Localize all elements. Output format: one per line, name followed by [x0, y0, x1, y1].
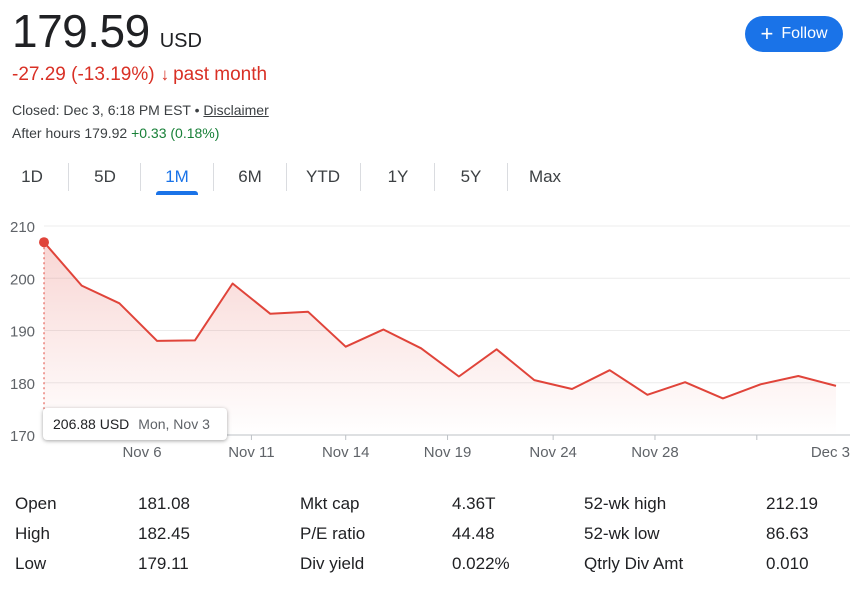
stat-label-pe-ratio: P/E ratio — [300, 524, 366, 543]
arrow-down-icon: ↓ — [160, 65, 170, 84]
y-tick-label: 190 — [10, 324, 35, 341]
plus-icon: + — [760, 21, 774, 46]
tab-divider — [68, 163, 69, 191]
stat-label-mkt-cap: Mkt cap — [300, 494, 360, 513]
price-change: -27.29 (-13.19%) ↓ past month — [12, 64, 267, 86]
tab-ytd[interactable]: YTD — [306, 167, 340, 186]
y-tick-label: 200 — [10, 271, 35, 288]
tab-divider — [360, 163, 361, 191]
hover-tooltip: 206.88 USD Mon, Nov 3 — [43, 408, 227, 440]
x-tick-label: Nov 14 — [322, 444, 370, 461]
tab-1y[interactable]: 1Y — [387, 167, 409, 186]
tooltip-price: 206.88 USD — [53, 416, 130, 432]
disclaimer-link[interactable]: Disclaimer — [203, 102, 269, 118]
price-area — [44, 242, 836, 435]
follow-label: Follow — [781, 25, 828, 42]
stat-value-pe-ratio: 44.48 — [452, 524, 495, 543]
tooltip-date: Mon, Nov 3 — [138, 416, 210, 432]
closed-info: Closed: Dec 3, 6:18 PM EST • Disclaimer — [12, 102, 269, 118]
tab-divider — [286, 163, 287, 191]
x-tick-label: Nov 24 — [529, 444, 577, 461]
x-tick-label: Nov 19 — [424, 444, 472, 461]
after-hours-change: +0.33 (0.18%) — [131, 125, 220, 141]
x-tick-label: Dec 3 — [811, 444, 850, 461]
y-tick-label: 170 — [10, 428, 35, 445]
stat-label-52wk-high: 52-wk high — [584, 494, 667, 513]
x-tick-label: Nov 6 — [122, 444, 161, 461]
stat-label-52wk-low: 52-wk low — [584, 524, 660, 543]
price-line — [43, 241, 837, 400]
follow-button[interactable]: + Follow — [745, 16, 843, 52]
x-tick-label: Nov 28 — [631, 444, 679, 461]
tab-5y[interactable]: 5Y — [460, 167, 482, 186]
tab-divider — [140, 163, 141, 191]
hover-point — [39, 237, 49, 248]
after-hours-label: After hours 179.92 — [12, 125, 132, 141]
axis-layer: 170 180 190 200 210 Nov 6 Nov 11 Nov 14 Nov 19 No… — [10, 219, 850, 461]
stat-value-52wk-high: 212.19 — [766, 494, 818, 513]
x-tick-label: Nov 11 — [228, 444, 274, 461]
change-value: -27.29 (-13.19%) — [12, 64, 155, 85]
stat-value-mkt-cap: 4.36T — [452, 494, 496, 513]
tab-5d[interactable]: 5D — [94, 167, 116, 186]
tab-1d[interactable]: 1D — [21, 167, 43, 186]
tab-divider — [213, 163, 214, 191]
stat-label-high: High — [15, 524, 50, 543]
stat-value-52wk-low: 86.63 — [766, 524, 809, 543]
current-price: 179.59 — [12, 5, 150, 57]
tab-divider — [434, 163, 435, 191]
tab-max[interactable]: Max — [528, 167, 562, 186]
change-period: past month — [173, 64, 268, 85]
stat-label-qtrly-div: Qtrly Div Amt — [584, 554, 684, 573]
y-tick-label: 210 — [10, 219, 35, 236]
closed-text: Closed: Dec 3, 6:18 PM EST • — [12, 102, 204, 118]
after-hours-info: After hours 179.92 +0.33 (0.18%) — [12, 125, 219, 141]
currency: USD — [159, 30, 202, 52]
price-header: 179.59 USD — [12, 4, 202, 58]
point-layer — [39, 237, 49, 248]
stat-value-open: 181.08 — [138, 494, 190, 513]
stat-value-high: 182.45 — [138, 524, 190, 543]
stat-label-low: Low — [15, 554, 47, 573]
stat-value-div-yield: 0.022% — [452, 554, 510, 573]
stat-label-open: Open — [15, 494, 57, 513]
stat-value-low: 179.11 — [138, 554, 189, 573]
tab-divider — [507, 163, 508, 191]
stat-label-div-yield: Div yield — [300, 554, 365, 573]
active-tab-indicator — [156, 191, 198, 195]
y-tick-label: 180 — [10, 376, 35, 393]
tab-6m[interactable]: 6M — [238, 167, 262, 186]
tab-1m[interactable]: 1M — [165, 167, 189, 186]
stat-value-qtrly-div: 0.010 — [766, 554, 809, 573]
